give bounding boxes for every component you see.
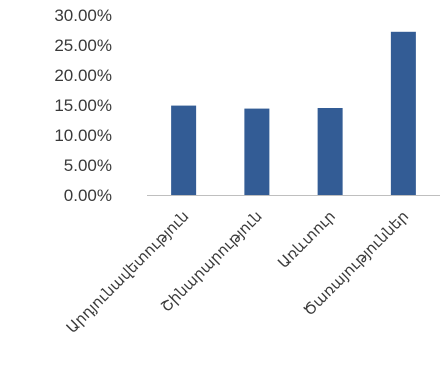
y-tick-label: 15.00% [54,96,112,115]
y-tick-label: 30.00% [54,6,112,25]
bar [244,108,270,195]
y-tick-label: 5.00% [64,156,112,175]
y-axis-ticks: 0.00% 5.00% 10.00% 15.00% 20.00% 25.00% 30.00% [54,6,112,205]
bar [390,31,416,195]
x-category-label: Առևտուր [275,208,339,272]
bar [317,108,343,195]
y-tick-label: 0.00% [64,186,112,205]
x-category-label: Արդյունավետություն [63,208,192,337]
y-tick-label: 20.00% [54,66,112,85]
y-tick-label: 10.00% [54,126,112,145]
bars [171,31,416,195]
y-tick-label: 25.00% [54,36,112,55]
bar [171,105,197,195]
